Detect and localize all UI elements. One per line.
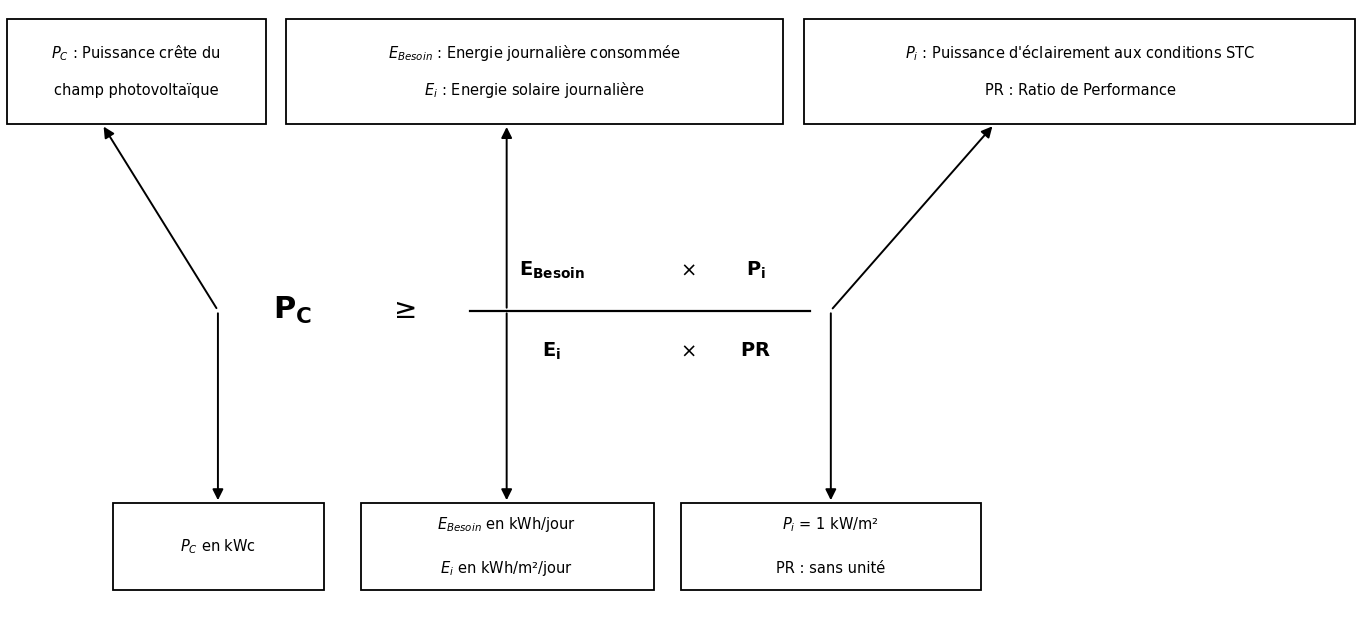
Text: $\mathbf{PR}$: $\mathbf{PR}$ xyxy=(741,342,771,360)
Text: $P_C$ : Puissance crête du: $P_C$ : Puissance crête du xyxy=(52,43,221,63)
FancyBboxPatch shape xyxy=(286,19,783,124)
FancyBboxPatch shape xyxy=(804,19,1355,124)
FancyBboxPatch shape xyxy=(681,503,981,590)
Text: $P_C$ en kWc: $P_C$ en kWc xyxy=(180,537,256,556)
Text: $\times$: $\times$ xyxy=(680,342,696,360)
FancyBboxPatch shape xyxy=(7,19,266,124)
Text: PR : sans unité: PR : sans unité xyxy=(776,561,885,576)
FancyBboxPatch shape xyxy=(113,503,324,590)
Text: $\mathbf{E_{Besoin}}$: $\mathbf{E_{Besoin}}$ xyxy=(519,260,584,281)
Text: PR : Ratio de Performance: PR : Ratio de Performance xyxy=(985,83,1175,97)
Text: $\geq$: $\geq$ xyxy=(388,296,415,325)
FancyBboxPatch shape xyxy=(361,503,654,590)
Text: $P_i$ : Puissance d'éclairement aux conditions STC: $P_i$ : Puissance d'éclairement aux cond… xyxy=(904,43,1256,63)
Text: $E_i$ en kWh/m²/jour: $E_i$ en kWh/m²/jour xyxy=(440,559,573,578)
Text: $\mathbf{P_C}$: $\mathbf{P_C}$ xyxy=(274,295,312,326)
Text: $E_{Besoin}$ : Energie journalière consommée: $E_{Besoin}$ : Energie journalière conso… xyxy=(388,43,680,63)
Text: champ photovoltaïque: champ photovoltaïque xyxy=(54,83,218,97)
Text: $\mathbf{E_i}$: $\mathbf{E_i}$ xyxy=(542,340,561,361)
Text: $E_i$ : Energie solaire journalière: $E_i$ : Energie solaire journalière xyxy=(424,80,644,100)
Text: $P_i$ = 1 kW/m²: $P_i$ = 1 kW/m² xyxy=(782,515,880,534)
Text: $E_{Besoin}$ en kWh/jour: $E_{Besoin}$ en kWh/jour xyxy=(437,515,576,534)
Text: $\mathbf{P_i}$: $\mathbf{P_i}$ xyxy=(746,260,765,281)
Text: $\times$: $\times$ xyxy=(680,261,696,279)
